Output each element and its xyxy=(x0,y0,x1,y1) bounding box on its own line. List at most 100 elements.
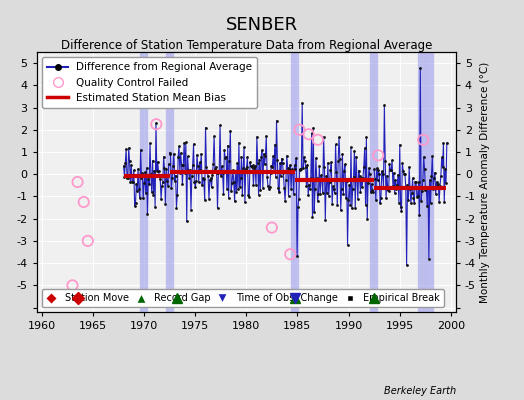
Point xyxy=(224,142,232,149)
Point xyxy=(297,166,305,173)
Point xyxy=(432,191,440,198)
Point xyxy=(383,172,391,179)
Point xyxy=(156,176,165,182)
Point xyxy=(159,179,167,185)
Point xyxy=(412,178,420,185)
Point xyxy=(121,160,129,167)
Point xyxy=(170,150,178,157)
Point xyxy=(248,162,257,169)
Point xyxy=(152,120,160,126)
Point xyxy=(225,158,234,164)
Point xyxy=(143,211,151,218)
Point xyxy=(264,183,272,190)
Point xyxy=(140,180,148,186)
Point xyxy=(295,126,303,133)
Point xyxy=(313,198,322,204)
Point xyxy=(145,181,154,188)
Point xyxy=(413,193,422,199)
Point xyxy=(413,193,421,200)
Point xyxy=(147,171,155,178)
Point xyxy=(346,202,354,208)
Point xyxy=(202,164,211,170)
Point xyxy=(361,145,369,151)
Point xyxy=(311,186,319,192)
Title: Difference of Station Temperature Data from Regional Average: Difference of Station Temperature Data f… xyxy=(61,39,432,52)
Point xyxy=(285,166,293,172)
Point xyxy=(150,168,158,174)
Point xyxy=(201,196,209,203)
Point xyxy=(235,140,243,146)
Y-axis label: Monthly Temperature Anomaly Difference (°C): Monthly Temperature Anomaly Difference (… xyxy=(480,61,490,303)
Point xyxy=(318,176,326,182)
Point xyxy=(138,170,147,176)
Point xyxy=(158,183,166,190)
Point xyxy=(137,175,146,181)
Point xyxy=(157,196,165,202)
Point xyxy=(400,171,408,177)
Point xyxy=(270,141,279,148)
Point xyxy=(317,172,325,179)
Point xyxy=(321,217,330,224)
Point xyxy=(231,198,239,204)
Point xyxy=(192,178,200,185)
Point xyxy=(167,185,176,191)
Point xyxy=(403,182,412,188)
Point xyxy=(269,153,277,160)
Point xyxy=(163,178,171,184)
Point xyxy=(199,175,207,181)
Point xyxy=(148,157,157,164)
Point xyxy=(179,162,188,168)
Point xyxy=(144,176,152,182)
Point xyxy=(194,179,203,185)
Point xyxy=(219,170,227,176)
Point xyxy=(291,165,300,172)
Point xyxy=(283,165,292,171)
Point xyxy=(359,163,368,170)
Point xyxy=(256,187,265,194)
Point xyxy=(182,218,191,225)
Point xyxy=(288,166,296,172)
Point xyxy=(197,150,205,157)
Point xyxy=(243,164,251,170)
Point xyxy=(84,238,92,244)
Point xyxy=(432,179,441,185)
Point xyxy=(410,200,419,206)
Point xyxy=(271,174,280,180)
Point xyxy=(184,167,193,174)
Point xyxy=(299,165,307,172)
Point xyxy=(255,156,264,163)
Point xyxy=(232,189,241,195)
Point xyxy=(224,195,233,202)
Point xyxy=(308,130,316,137)
Point xyxy=(189,141,198,147)
Point xyxy=(355,172,364,179)
Point xyxy=(348,185,357,192)
Point xyxy=(338,151,346,158)
Point xyxy=(210,133,219,140)
Point xyxy=(141,190,150,197)
Point xyxy=(341,161,349,168)
Point xyxy=(155,173,163,179)
Point xyxy=(265,186,273,192)
Point xyxy=(436,183,444,189)
Point xyxy=(278,155,286,162)
Text: SENBER: SENBER xyxy=(226,16,298,34)
Point xyxy=(177,150,185,156)
Point xyxy=(328,200,336,207)
Point xyxy=(203,169,211,175)
Point xyxy=(314,136,322,143)
Point xyxy=(401,184,410,190)
Point xyxy=(245,194,253,200)
Point xyxy=(324,192,333,199)
Point xyxy=(362,201,370,208)
Point xyxy=(233,160,242,166)
Point xyxy=(427,200,435,206)
Point xyxy=(394,171,402,178)
Point xyxy=(226,128,235,134)
Point xyxy=(263,174,271,180)
Point xyxy=(129,167,138,173)
Point xyxy=(127,162,135,168)
Point xyxy=(220,147,228,154)
Point xyxy=(253,134,261,140)
Point xyxy=(186,167,194,174)
